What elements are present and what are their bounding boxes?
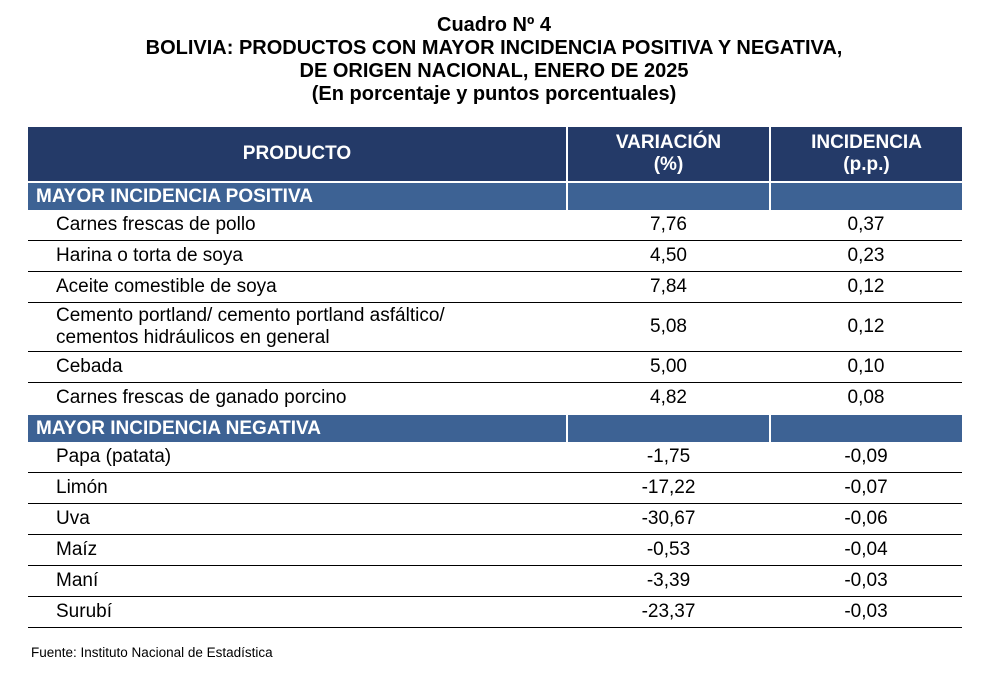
cell-variacion: -23,37 [567,596,770,628]
cell-variacion: 4,50 [567,240,770,272]
incidence-table: PRODUCTO VARIACIÓN (%) INCIDENCIA (p.p.)… [28,127,962,628]
column-header-incidencia: INCIDENCIA (p.p.) [770,127,962,182]
cell-incidencia: 0,37 [770,210,962,241]
cell-incidencia: 0,12 [770,271,962,303]
cell-incidencia: 0,08 [770,382,962,415]
cell-producto: Papa (patata) [28,442,567,473]
producto-text: Harina o torta de soya [56,245,243,266]
producto-text: Uva [56,508,90,529]
cell-variacion: 7,76 [567,210,770,241]
cell-producto: Carnes frescas de ganado porcino [28,382,567,415]
table-header-row: PRODUCTO VARIACIÓN (%) INCIDENCIA (p.p.) [28,127,962,182]
section-row: MAYOR INCIDENCIA POSITIVA [28,181,962,210]
cell-variacion: -30,67 [567,503,770,535]
cell-variacion: -1,75 [567,442,770,473]
cell-incidencia: 0,12 [770,302,962,352]
producto-text: Surubí [56,601,112,622]
producto-text: Aceite comestible de soya [56,276,277,297]
table-title-block: Cuadro Nº 4 BOLIVIA: PRODUCTOS CON MAYOR… [0,14,988,106]
producto-text-line-2: cementos hidráulicos en general [56,327,330,348]
producto-text: Limón [56,477,108,498]
section-empty-cell [567,181,771,210]
table-row: Carnes frescas de ganado porcino 4,82 0,08 [28,382,962,415]
cell-producto: Surubí [28,596,567,628]
cell-variacion: -3,39 [567,565,770,597]
cell-producto: Aceite comestible de soya [28,271,567,303]
cell-variacion: -17,22 [567,472,770,504]
cell-producto: Maíz [28,534,567,566]
cell-variacion: 4,82 [567,382,770,415]
cell-producto: Limón [28,472,567,504]
section-label: MAYOR INCIDENCIA NEGATIVA [28,413,568,442]
column-header-variacion-line-1: VARIACIÓN [615,132,722,153]
section-empty-cell [770,413,962,442]
table-body: MAYOR INCIDENCIA POSITIVA Carnes frescas … [28,181,962,628]
column-header-variacion: VARIACIÓN (%) [567,127,771,182]
producto-text: Papa (patata) [56,446,172,467]
cell-producto: Uva [28,503,567,535]
cell-incidencia: -0,03 [770,565,962,597]
cell-incidencia: 0,23 [770,240,962,272]
table-number: Cuadro Nº 4 [437,14,551,36]
cell-variacion: 5,00 [567,351,770,383]
cell-incidencia: -0,06 [770,503,962,535]
cell-producto: Harina o torta de soya [28,240,567,272]
cell-producto: Cebada [28,351,567,383]
section-label: MAYOR INCIDENCIA POSITIVA [28,181,568,210]
table-row: Maní -3,39 -0,03 [28,565,962,597]
cell-incidencia: -0,04 [770,534,962,566]
table-subtitle: (En porcentaje y puntos porcentuales) [311,83,677,105]
column-header-variacion-line-2: (%) [653,154,684,175]
column-header-producto: PRODUCTO [28,127,568,182]
producto-text: Carnes frescas de pollo [56,214,256,235]
table-row: Cebada 5,00 0,10 [28,351,962,383]
section-row: MAYOR INCIDENCIA NEGATIVA [28,413,962,442]
table-row: Aceite comestible de soya 7,84 0,12 [28,271,962,303]
table-row: Uva -30,67 -0,06 [28,503,962,535]
cell-incidencia: -0,03 [770,596,962,628]
cell-incidencia: -0,07 [770,472,962,504]
source-note: Fuente: Instituto Nacional de Estadístic… [31,645,273,660]
table-row: Cemento portland/ cemento portland asfál… [28,302,962,352]
column-header-incidencia-line-1: INCIDENCIA [811,132,922,153]
cell-variacion: -0,53 [567,534,770,566]
cell-variacion: 5,08 [567,302,770,352]
table-row: Papa (patata) -1,75 -0,09 [28,442,962,473]
cell-producto: Maní [28,565,567,597]
producto-text: Cebada [56,356,123,377]
table-row: Surubí -23,37 -0,03 [28,596,962,628]
producto-text: Maní [56,570,99,591]
table-title-line-1: BOLIVIA: PRODUCTOS CON MAYOR INCIDENCIA … [145,37,843,59]
cell-producto: Cemento portland/ cemento portland asfál… [28,302,567,352]
table-row: Carnes frescas de pollo 7,76 0,37 [28,210,962,241]
section-empty-cell [567,413,771,442]
table-title-line-2: DE ORIGEN NACIONAL, ENERO DE 2025 [299,60,689,82]
table-row: Harina o torta de soya 4,50 0,23 [28,240,962,272]
table-row: Limón -17,22 -0,07 [28,472,962,504]
cell-producto: Carnes frescas de pollo [28,210,567,241]
cell-incidencia: -0,09 [770,442,962,473]
table-row: Maíz -0,53 -0,04 [28,534,962,566]
cell-incidencia: 0,10 [770,351,962,383]
section-empty-cell [770,181,962,210]
producto-text: Cemento portland/ cemento portland asfál… [56,305,445,326]
column-header-incidencia-line-2: (p.p.) [843,154,890,175]
cell-variacion: 7,84 [567,271,770,303]
producto-text: Carnes frescas de ganado porcino [56,387,347,408]
producto-text: Maíz [56,539,98,560]
